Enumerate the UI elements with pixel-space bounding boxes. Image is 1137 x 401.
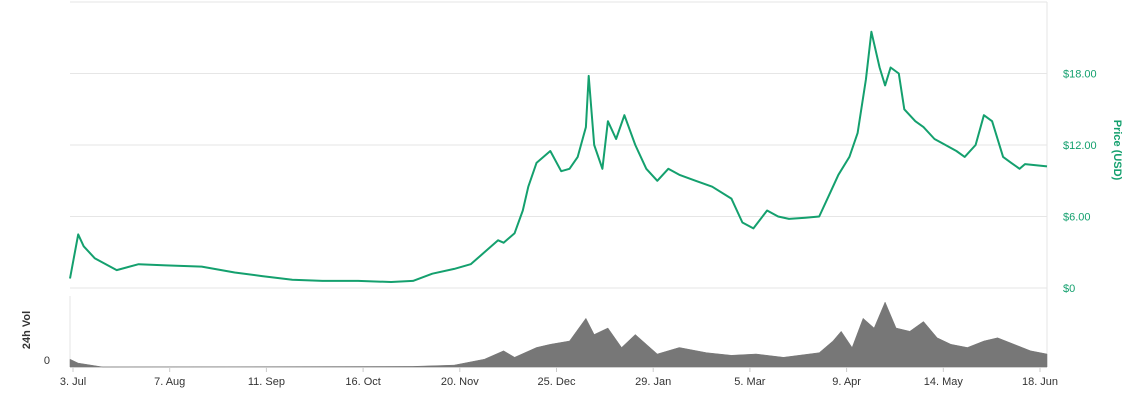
- volume-area: [69, 301, 1048, 368]
- x-tick-label: 29. Jan: [635, 376, 671, 388]
- volume-zero-label: 0: [44, 355, 50, 367]
- x-tick-label: 5. Mar: [734, 376, 766, 388]
- y-tick-label: $6.00: [1063, 212, 1091, 224]
- x-tick-label: 25. Dec: [538, 376, 576, 388]
- x-axis-ticks: 3. Jul 7. Aug 11. Sep 16. Oct 20. Nov 25. Dec…: [60, 367, 1058, 388]
- x-tick-label: 14. May: [924, 376, 964, 388]
- x-tick-label: 11. Sep: [248, 376, 285, 388]
- y-axis-title: Price (USD): [1111, 120, 1123, 181]
- y-tick-label: $0: [1063, 283, 1075, 295]
- x-tick-label: 18. Jun: [1022, 376, 1058, 388]
- volume-axis-title: 24h Vol: [21, 311, 33, 349]
- y-tick-label: $12.00: [1063, 140, 1097, 152]
- x-tick-label: 7. Aug: [154, 376, 185, 388]
- x-tick-label: 16. Oct: [345, 376, 380, 388]
- x-tick-label: 9. Apr: [832, 376, 861, 388]
- volume-panel: [69, 301, 1048, 368]
- x-tick-label: 20. Nov: [441, 376, 479, 388]
- price-line: [69, 30, 1048, 283]
- y-axis-ticks: $0 $6.00 $12.00 $18.00: [1063, 69, 1097, 296]
- price-series: [69, 30, 1048, 283]
- price-grid: [69, 1, 1048, 368]
- x-tick-label: 3. Jul: [60, 376, 86, 388]
- y-tick-label: $18.00: [1063, 69, 1097, 81]
